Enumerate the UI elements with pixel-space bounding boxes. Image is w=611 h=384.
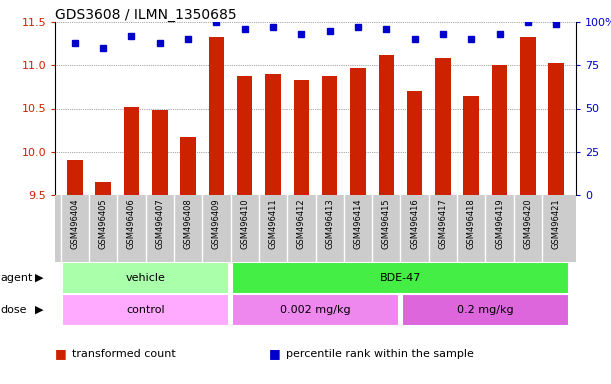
Text: 0.002 mg/kg: 0.002 mg/kg <box>280 305 351 315</box>
Text: agent: agent <box>1 273 33 283</box>
Bar <box>265 74 281 195</box>
Bar <box>237 76 252 195</box>
Text: GSM496412: GSM496412 <box>297 199 306 249</box>
Text: GSM496411: GSM496411 <box>268 199 277 249</box>
Text: ■: ■ <box>269 348 280 361</box>
Text: GSM496415: GSM496415 <box>382 199 391 249</box>
Bar <box>549 63 564 195</box>
Bar <box>378 55 394 195</box>
Bar <box>152 110 167 195</box>
Text: transformed count: transformed count <box>72 349 176 359</box>
Text: GDS3608 / ILMN_1350685: GDS3608 / ILMN_1350685 <box>55 8 236 22</box>
Text: GSM496404: GSM496404 <box>70 199 79 249</box>
Bar <box>95 182 111 195</box>
Bar <box>180 137 196 195</box>
Bar <box>62 294 229 326</box>
Text: GSM496420: GSM496420 <box>524 199 532 249</box>
Bar <box>322 76 337 195</box>
Text: GSM496409: GSM496409 <box>212 199 221 249</box>
Text: GSM496418: GSM496418 <box>467 199 476 249</box>
Text: GSM496407: GSM496407 <box>155 199 164 249</box>
Text: GSM496419: GSM496419 <box>495 199 504 249</box>
Text: GSM496410: GSM496410 <box>240 199 249 249</box>
Bar <box>492 65 507 195</box>
Text: GSM496406: GSM496406 <box>127 199 136 249</box>
Text: ▶: ▶ <box>35 305 44 315</box>
Bar <box>232 262 569 294</box>
Text: percentile rank within the sample: percentile rank within the sample <box>286 349 474 359</box>
Bar <box>67 161 82 195</box>
Text: GSM496408: GSM496408 <box>183 199 192 249</box>
Bar <box>520 37 536 195</box>
Text: GSM496416: GSM496416 <box>410 199 419 249</box>
Bar <box>350 68 366 195</box>
Text: 0.2 mg/kg: 0.2 mg/kg <box>457 305 514 315</box>
Text: GSM496417: GSM496417 <box>439 199 447 249</box>
Text: control: control <box>126 305 165 315</box>
Bar <box>293 80 309 195</box>
Text: GSM496405: GSM496405 <box>98 199 108 249</box>
Text: vehicle: vehicle <box>126 273 166 283</box>
Text: BDE-47: BDE-47 <box>380 273 421 283</box>
Bar <box>407 91 422 195</box>
Bar <box>402 294 569 326</box>
Text: GSM496413: GSM496413 <box>325 199 334 249</box>
Text: GSM496421: GSM496421 <box>552 199 561 249</box>
Text: dose: dose <box>1 305 27 315</box>
Text: ■: ■ <box>55 348 67 361</box>
Bar <box>464 96 479 195</box>
Text: GSM496414: GSM496414 <box>354 199 362 249</box>
Text: ▶: ▶ <box>35 273 44 283</box>
Bar <box>435 58 451 195</box>
Bar <box>208 37 224 195</box>
Bar <box>62 262 229 294</box>
Bar <box>123 107 139 195</box>
Bar <box>232 294 399 326</box>
